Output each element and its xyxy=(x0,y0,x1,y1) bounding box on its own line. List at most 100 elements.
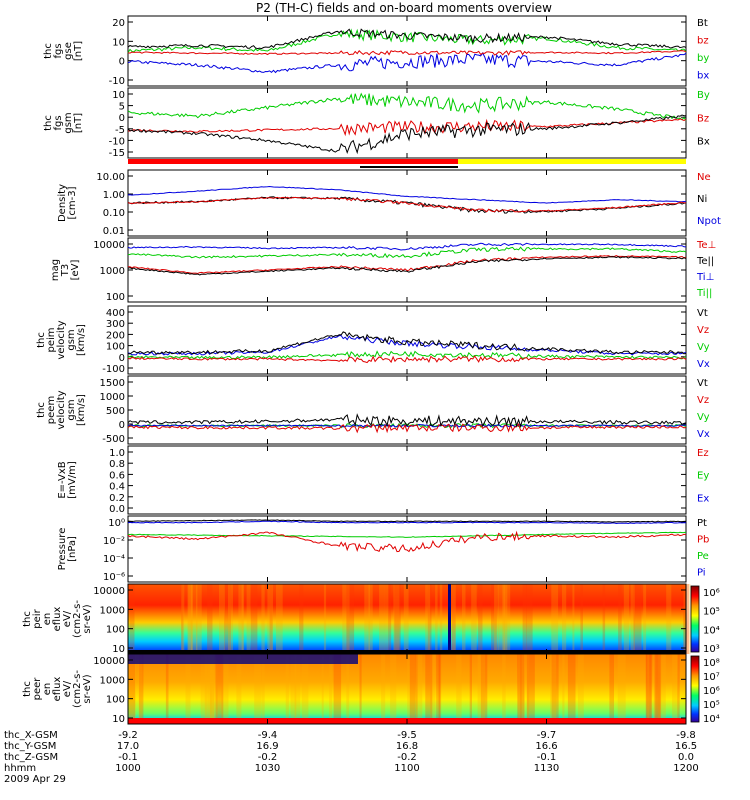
spectrogram-stripe xyxy=(333,654,342,724)
spectrogram-stripe xyxy=(368,584,373,654)
spectrogram-stripe xyxy=(462,584,466,654)
series-line xyxy=(127,422,687,434)
colorbar-swatch xyxy=(690,585,700,653)
colorbar-tick-label: 10⁶ xyxy=(703,588,720,599)
colorbar-tick-label: 10³ xyxy=(703,644,720,655)
legend-entry: Vz xyxy=(697,395,709,406)
spectrogram-stripe xyxy=(438,654,442,724)
panel-frame xyxy=(127,15,687,87)
legend-entry: Npot xyxy=(697,216,721,227)
y-tick-label: 10000 xyxy=(93,656,125,667)
mode-bar-slow xyxy=(458,159,686,164)
x-axis-value: -9.4 xyxy=(258,730,278,741)
series-line xyxy=(127,256,687,276)
spectrogram-stripe xyxy=(562,584,567,654)
spectrogram-stripe xyxy=(384,584,389,654)
legend-entry: bx xyxy=(697,71,709,82)
y-axis-label-line: eflux xyxy=(52,607,63,632)
spectrogram-stripe xyxy=(409,654,418,724)
legend-entry: Vt xyxy=(697,378,708,389)
x-axis-row-label: hhmm xyxy=(4,763,36,774)
y-tick-label: 0.0 xyxy=(109,504,125,515)
colorbar-tick-label: 10⁴ xyxy=(703,714,720,725)
spectrogram-stripe xyxy=(658,654,666,724)
spectrogram-stripe xyxy=(618,584,622,654)
x-axis-value: -0.1 xyxy=(118,752,138,763)
spectrogram-stripe xyxy=(181,584,185,654)
spectrogram-stripe xyxy=(261,654,265,724)
spectrogram-stripe xyxy=(551,654,559,724)
legend-entry: Ne xyxy=(697,172,711,183)
x-axis-value: 16.5 xyxy=(675,741,697,752)
y-axis-label-line: velocity xyxy=(56,320,67,359)
spectrogram-stripe xyxy=(393,584,400,654)
y-tick-label: 1000 xyxy=(100,392,125,403)
x-axis-value: -9.5 xyxy=(397,730,417,741)
y-tick-label: 10⁻² xyxy=(103,536,125,547)
spectrogram-stripe xyxy=(451,584,456,654)
spectrogram-stripe xyxy=(196,584,202,654)
y-axis-label-line: thc xyxy=(43,43,54,59)
spectrogram-stripe xyxy=(469,654,472,724)
x-axis-value: 16.9 xyxy=(256,741,278,752)
y-tick-label: 0.01 xyxy=(103,226,125,237)
x-axis-value: 1100 xyxy=(394,763,419,774)
x-axis-value: -0.2 xyxy=(258,752,278,763)
spectrogram-stripe xyxy=(210,654,215,724)
legend-entry: Te⊥ xyxy=(696,240,716,251)
spectrogram-stripe xyxy=(526,654,535,724)
spectrogram-stripe xyxy=(250,584,258,654)
y-axis-label-line: peem xyxy=(46,396,57,424)
spectrogram-stripe xyxy=(502,584,508,654)
legend-entry: Ey xyxy=(697,471,709,482)
colorbar-tick-label: 10⁷ xyxy=(703,672,720,683)
spectrogram-stripe xyxy=(609,654,614,724)
spectrogram-stripe xyxy=(578,654,584,724)
x-axis-value: -0.1 xyxy=(537,752,557,763)
y-tick-label: 0 xyxy=(119,353,125,364)
series-line xyxy=(127,52,687,74)
spectrogram-stripe xyxy=(321,654,324,724)
spectrogram-stripe xyxy=(381,654,386,724)
series-line xyxy=(127,530,687,553)
spectrogram-stripe xyxy=(224,584,231,654)
y-axis-label-line: T3 xyxy=(60,264,71,277)
y-axis-label-line: sr-eV) xyxy=(82,674,93,703)
legend-entry: Pe xyxy=(697,551,709,562)
y-axis-label-line: en xyxy=(42,683,53,696)
spectrogram-stripe xyxy=(238,584,244,654)
y-tick-label: 0.8 xyxy=(109,459,125,470)
spectrogram-stripe xyxy=(301,654,309,724)
panel-fgs-gse: Bt bz by bx 20 10 0 -10 thc fgs gse [nT] xyxy=(43,15,709,87)
y-tick-label: -5 xyxy=(115,125,125,136)
y-axis-label-line: Density xyxy=(57,184,68,222)
x-axis-value: -9.8 xyxy=(676,730,696,741)
spectrogram-gap xyxy=(448,584,451,654)
y-axis-label: mag T3 [eV] xyxy=(50,259,81,281)
mode-bar xyxy=(128,159,686,168)
colorbar-peir-eflux: 10⁶ 10⁵ 10⁴ 10³ xyxy=(690,585,720,655)
legend-entry: Ez xyxy=(697,448,709,459)
y-axis-label-line: (cm2-s- xyxy=(72,600,83,638)
mode-bar-fast xyxy=(128,159,458,164)
spectrogram-stripe xyxy=(425,584,431,654)
y-axis-label-line: gsm xyxy=(66,329,77,350)
series-line xyxy=(127,520,687,525)
legend-entry: By xyxy=(697,90,710,101)
y-tick-label: 1500 xyxy=(100,378,125,389)
y-axis-label-line: peir xyxy=(32,608,43,628)
spectrogram-peir-eflux xyxy=(128,584,686,654)
panel-frame xyxy=(127,375,687,445)
spectrogram-stripe xyxy=(491,584,497,654)
y-tick-label: 1000 xyxy=(100,605,125,616)
spectrogram-stripe xyxy=(204,654,212,724)
spectrogram-stripe xyxy=(299,584,304,654)
legend-entry: Pi xyxy=(697,568,706,579)
y-axis-label-line: eV/ xyxy=(62,680,73,697)
y-axis-label: thc peir en eflux eV/(cm2-s-sr-eV) xyxy=(22,600,93,638)
y-axis-label-line: gse xyxy=(63,42,74,60)
series-line xyxy=(127,254,687,275)
y-axis-label-line: fgs xyxy=(53,43,64,58)
y-tick-label: 0 xyxy=(119,113,125,124)
